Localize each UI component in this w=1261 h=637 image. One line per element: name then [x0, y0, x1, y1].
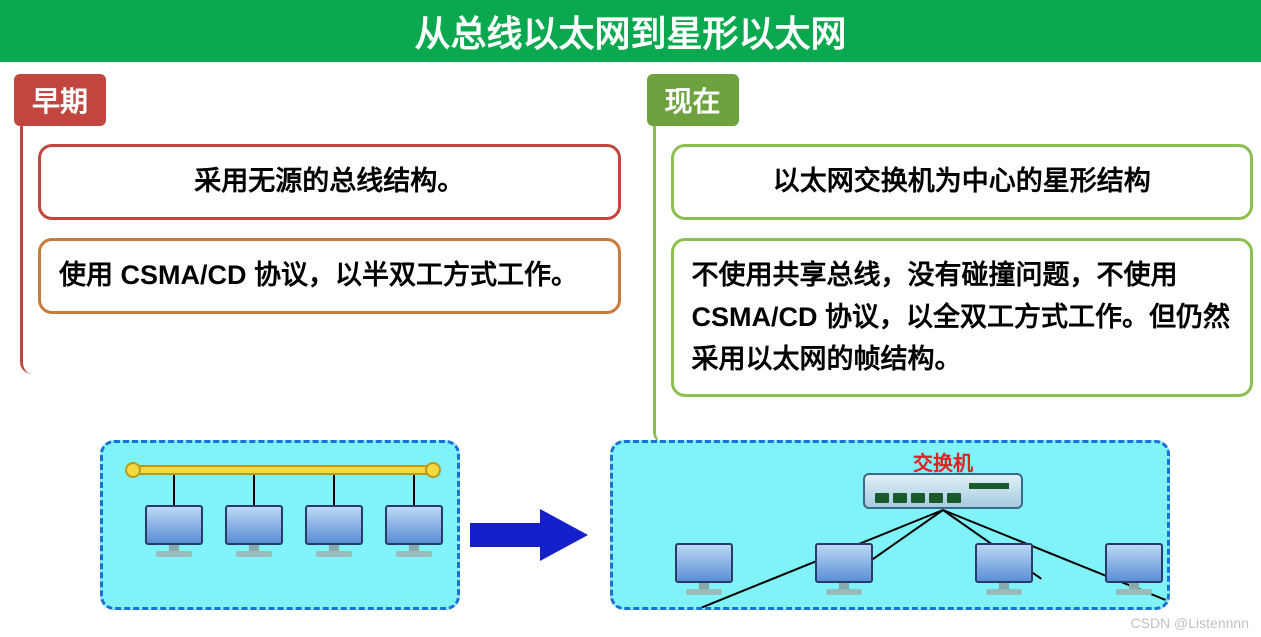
right-card-1: 以太网交换机为中心的星形结构	[671, 144, 1254, 220]
title-bar: 从总线以太网到星形以太网	[0, 0, 1261, 62]
bus-drop	[333, 475, 335, 505]
bus-drop	[413, 475, 415, 505]
right-column: 现在 以太网交换机为中心的星形结构 不使用共享总线，没有碰撞问题，不使用 CSM…	[641, 74, 1254, 397]
left-card-1: 采用无源的总线结构。	[38, 144, 621, 220]
columns: 早期 采用无源的总线结构。 使用 CSMA/CD 协议，以半双工方式工作。 现在…	[0, 62, 1261, 397]
host-icon	[303, 505, 365, 563]
host-icon	[223, 505, 285, 563]
host-icon	[1103, 543, 1165, 601]
bus-cap-left	[125, 462, 141, 478]
bus-drop	[253, 475, 255, 505]
host-icon	[813, 543, 875, 601]
star-topology-box: 交换机	[610, 440, 1170, 610]
diagrams-row: 交换机	[0, 440, 1261, 630]
right-badge: 现在	[647, 74, 739, 126]
transition-arrow-icon	[470, 505, 590, 565]
arrow-shape	[470, 509, 588, 561]
bus-topology-box	[100, 440, 460, 610]
watermark: CSDN @Listennnn	[1131, 615, 1250, 631]
host-icon	[973, 543, 1035, 601]
left-column: 早期 采用无源的总线结构。 使用 CSMA/CD 协议，以半双工方式工作。	[8, 74, 621, 397]
bus-drop	[173, 475, 175, 505]
right-card-2: 不使用共享总线，没有碰撞问题，不使用 CSMA/CD 协议，以全双工方式工作。但…	[671, 238, 1254, 398]
left-card-2: 使用 CSMA/CD 协议，以半双工方式工作。	[38, 238, 621, 314]
switch-icon	[863, 473, 1023, 509]
page-title: 从总线以太网到星形以太网	[414, 5, 846, 57]
host-icon	[383, 505, 445, 563]
host-icon	[673, 543, 735, 601]
host-icon	[143, 505, 205, 563]
bus-cap-right	[425, 462, 441, 478]
left-badge: 早期	[14, 74, 106, 126]
bus-line	[133, 465, 433, 475]
switch-label: 交换机	[913, 447, 973, 476]
